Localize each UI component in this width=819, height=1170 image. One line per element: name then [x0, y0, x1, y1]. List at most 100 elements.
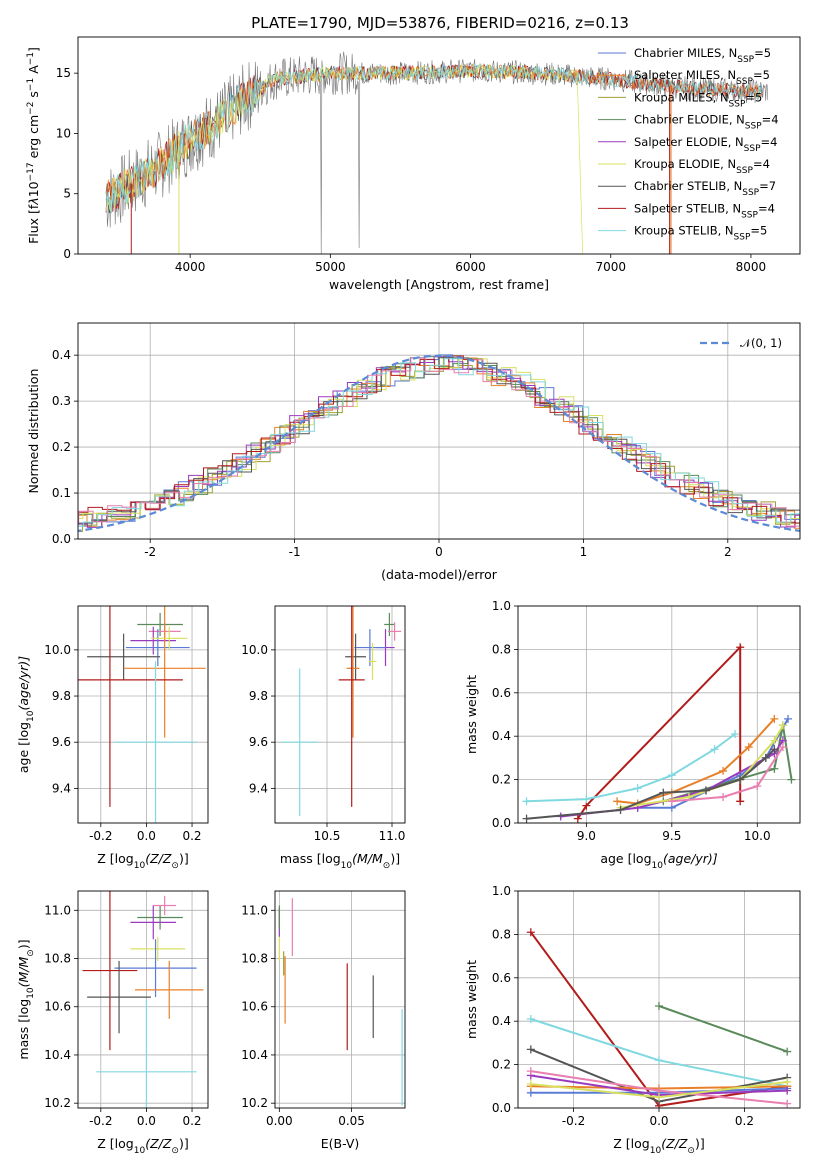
- axes-age-vs-mass: 10.5 11.0 9.4 9.6 9.8 10.0 mass [log10(M/M⊙)]: [241, 605, 406, 871]
- weight-marker: [719, 792, 728, 801]
- residual-histogram: [78, 354, 800, 527]
- x-tick-label: 0.05: [338, 1114, 365, 1128]
- weight-marker: [770, 764, 779, 773]
- x-axis-label: Z [log10(Z/Z⊙)]: [97, 851, 188, 871]
- weight-line: [576, 644, 742, 820]
- x-tick-label: 9.5: [662, 829, 681, 843]
- plot-area-age-vs-Z: [78, 606, 206, 823]
- y-tick-label: 0.2: [52, 440, 71, 454]
- y-tick-label: 9.8: [52, 689, 71, 703]
- residual-histogram: [78, 358, 800, 524]
- x-tick-label: 0.0: [649, 1114, 668, 1128]
- y-axis-label: age [log10(age/yr)]: [16, 656, 36, 773]
- y-tick-label: 9.8: [249, 689, 268, 703]
- legend-entry: Chabrier ELODIE, NSSP=4: [634, 113, 779, 132]
- x-tick-label: 0.2: [182, 1114, 201, 1128]
- y-tick-label: 0.0: [52, 532, 71, 546]
- y-tick-label: 10.6: [241, 1000, 268, 1014]
- residual-histogram: [78, 356, 800, 528]
- x-tick-label: 11.0: [379, 829, 406, 843]
- axes-mass-vs-Z: -0.2 0.0 0.2 10.2 10.4 10.6 10.8 11.0 Z [log10(Z…: [16, 890, 209, 1156]
- y-tick-label: 10: [56, 126, 71, 140]
- y-tick-label: 11.0: [44, 903, 71, 917]
- axes-frame: [517, 890, 801, 1109]
- y-tick-label: 0.6: [492, 971, 511, 985]
- x-tick-label: 0.2: [735, 1114, 754, 1128]
- plot-area-weight-vs-Z: [526, 928, 792, 1108]
- legend: 𝒩(0, 1): [700, 336, 782, 350]
- y-tick-label: 0: [63, 247, 71, 261]
- model-spectrum: [105, 63, 763, 214]
- x-tick-label: -0.2: [89, 1114, 112, 1128]
- weight-marker: [667, 797, 676, 806]
- weight-line: [671, 746, 784, 803]
- y-tick-label: 1.0: [492, 884, 511, 898]
- x-tick-label: 0.00: [266, 1114, 293, 1128]
- weight-marker: [633, 784, 642, 793]
- weight-marker: [783, 1047, 792, 1056]
- weight-marker: [655, 1093, 663, 1102]
- weight-marker: [770, 714, 779, 723]
- x-tick-label: -0.2: [562, 1114, 585, 1128]
- axes-frame: [517, 605, 801, 824]
- legend-entry: 𝒩(0, 1): [740, 336, 782, 350]
- x-tick-label: 9.0: [577, 829, 596, 843]
- axes-weight-vs-Z: -0.2 0.0 0.2 0.0 0.2 0.4 0.6 0.8 1.0 mass weight Z…: [464, 884, 801, 1156]
- weight-marker: [719, 766, 728, 775]
- weight-marker: [616, 805, 625, 814]
- plot-area-mass-vs-EBV: [278, 898, 403, 1106]
- y-tick-label: 10.2: [241, 1096, 268, 1110]
- weight-marker: [526, 1080, 535, 1089]
- y-axis-label: Normed distribution: [26, 369, 41, 494]
- x-axis-label: Z [log10(Z/Z⊙)]: [613, 1136, 704, 1156]
- x-tick-label: -2: [144, 545, 156, 559]
- x-tick-label: 10.0: [744, 829, 771, 843]
- x-axis-label: age [log10(age/yr)]: [600, 851, 717, 871]
- plot-area-age-vs-mass: [281, 606, 402, 817]
- axes-frame: [274, 605, 406, 824]
- x-tick-label: -1: [289, 545, 301, 559]
- residual-histogram: [78, 357, 800, 527]
- normal-curve: [78, 354, 800, 533]
- y-tick-label: 0.4: [52, 348, 71, 362]
- y-tick-label: 10.4: [44, 1048, 71, 1062]
- y-tick-label: 0.2: [492, 1058, 511, 1072]
- plot-area-weight-vs-age: [522, 643, 796, 823]
- axes-mass-vs-EBV: 0.00 0.05 10.2 10.4 10.6 10.8 11.0 E(B-V): [241, 890, 406, 1151]
- legend-entry: Salpeter ELODIE, NSSP=4: [634, 135, 777, 154]
- y-tick-label: 0.2: [492, 773, 511, 787]
- weight-marker: [655, 1056, 663, 1065]
- x-tick-label: 0: [435, 545, 443, 559]
- x-tick-label: -0.2: [89, 829, 112, 843]
- weight-marker: [655, 1002, 663, 1011]
- weight-marker: [526, 1015, 535, 1024]
- y-axis-label: Flux [fλ10−17 erg cm−2 s−1 A−1]: [26, 47, 41, 244]
- residual-histogram: [78, 356, 800, 528]
- weight-marker: [659, 788, 668, 797]
- weight-marker: [778, 721, 787, 730]
- x-tick-label: 4000: [175, 260, 206, 274]
- figure-title: PLATE=1790, MJD=53876, FIBERID=0216, z=0…: [251, 14, 629, 32]
- axes-frame: [77, 605, 209, 824]
- x-tick-label: 6000: [455, 260, 486, 274]
- y-tick-label: 1.0: [492, 599, 511, 613]
- weight-marker: [710, 745, 719, 754]
- residual-histogram: [78, 355, 800, 524]
- legend-entry: Kroupa MILES, NSSP=5: [634, 90, 762, 109]
- axes-frame: [77, 36, 801, 255]
- weight-line: [526, 733, 736, 803]
- residual-histogram: [78, 357, 800, 529]
- y-tick-label: 0.8: [492, 642, 511, 656]
- y-tick-label: 0.6: [492, 686, 511, 700]
- weight-marker: [783, 1077, 792, 1086]
- y-tick-label: 10.6: [44, 1000, 71, 1014]
- x-axis-label: wavelength [Angstrom, rest frame]: [329, 277, 549, 292]
- weight-marker: [778, 743, 787, 752]
- y-axis-label: mass [log10(M/M⊙)]: [16, 939, 36, 1059]
- legend: Chabrier MILES, NSSP=5 Salpeter MILES, NS…: [598, 46, 779, 243]
- x-tick-label: 0.0: [137, 829, 156, 843]
- weight-marker: [787, 775, 796, 784]
- y-tick-label: 11.0: [241, 903, 268, 917]
- y-tick-label: 5: [63, 187, 71, 201]
- legend-entry: Chabrier MILES, NSSP=5: [634, 46, 771, 65]
